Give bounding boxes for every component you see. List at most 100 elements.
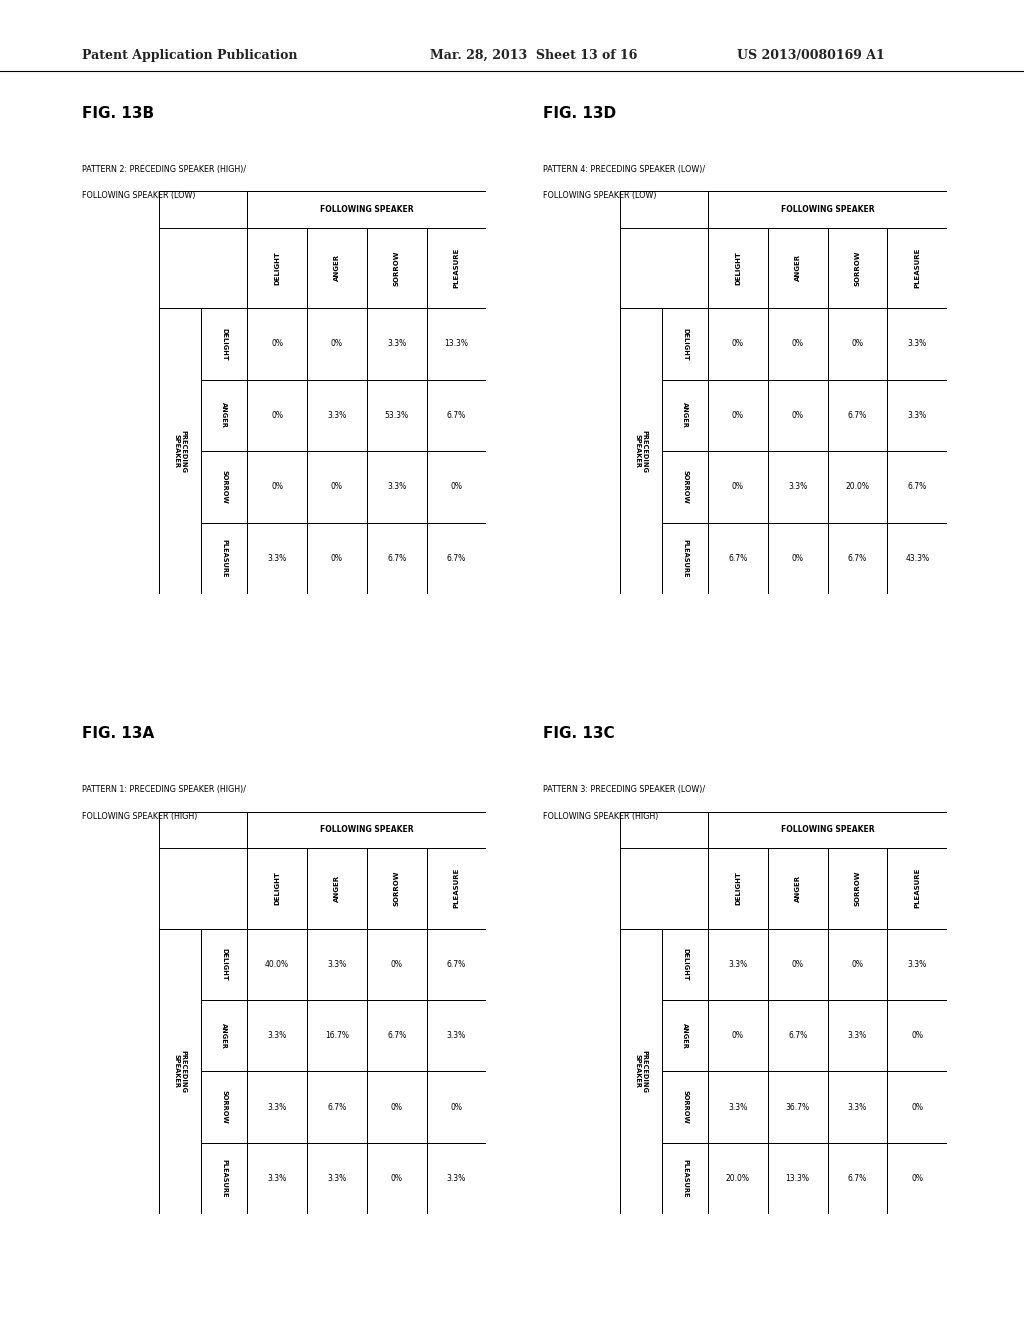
Text: 3.3%: 3.3%: [907, 411, 927, 420]
Text: FOLLOWING SPEAKER: FOLLOWING SPEAKER: [319, 825, 414, 834]
Bar: [307, 928, 367, 1001]
Bar: [663, 1001, 708, 1072]
Bar: [888, 451, 947, 523]
Bar: [708, 308, 768, 380]
Text: ANGER: ANGER: [682, 1023, 688, 1048]
Text: PLEASURE: PLEASURE: [221, 1159, 227, 1199]
Text: 0%: 0%: [732, 482, 743, 491]
Bar: [307, 227, 367, 308]
Bar: [202, 380, 247, 451]
Bar: [708, 1001, 768, 1072]
Text: ANGER: ANGER: [334, 875, 340, 902]
Bar: [202, 1143, 247, 1214]
Bar: [202, 1001, 247, 1072]
Bar: [827, 1143, 888, 1214]
Text: 0%: 0%: [271, 339, 283, 348]
Text: 3.3%: 3.3%: [446, 1031, 466, 1040]
Text: 0%: 0%: [732, 339, 743, 348]
Text: 0%: 0%: [331, 554, 343, 562]
Text: 0%: 0%: [331, 339, 343, 348]
Bar: [708, 380, 768, 451]
Text: 3.3%: 3.3%: [848, 1102, 867, 1111]
Bar: [202, 1072, 247, 1143]
Text: 0%: 0%: [852, 339, 863, 348]
Text: 3.3%: 3.3%: [387, 482, 407, 491]
Text: 6.7%: 6.7%: [446, 960, 466, 969]
Bar: [768, 451, 827, 523]
Bar: [427, 1143, 486, 1214]
Text: 3.3%: 3.3%: [328, 411, 346, 420]
Text: 3.3%: 3.3%: [328, 960, 346, 969]
Text: 0%: 0%: [271, 482, 283, 491]
Text: 3.3%: 3.3%: [907, 960, 927, 969]
Bar: [663, 451, 708, 523]
Bar: [888, 308, 947, 380]
Bar: [708, 227, 768, 308]
Text: 0%: 0%: [792, 960, 804, 969]
Text: FOLLOWING SPEAKER: FOLLOWING SPEAKER: [780, 825, 874, 834]
Bar: [888, 847, 947, 928]
Bar: [768, 227, 827, 308]
Text: 6.7%: 6.7%: [848, 554, 867, 562]
Bar: [202, 523, 247, 594]
Bar: [247, 812, 486, 847]
Text: 3.3%: 3.3%: [907, 339, 927, 348]
Text: 0%: 0%: [451, 482, 463, 491]
Text: 0%: 0%: [911, 1175, 924, 1183]
Text: 0%: 0%: [911, 1031, 924, 1040]
Text: PRECEDING
SPEAKER: PRECEDING SPEAKER: [634, 429, 647, 473]
Text: FIG. 13C: FIG. 13C: [543, 726, 614, 741]
Bar: [307, 1001, 367, 1072]
Text: 20.0%: 20.0%: [846, 482, 869, 491]
Bar: [427, 380, 486, 451]
Text: DELIGHT: DELIGHT: [274, 871, 281, 906]
Text: FIG. 13B: FIG. 13B: [82, 106, 154, 120]
Bar: [888, 928, 947, 1001]
Bar: [768, 928, 827, 1001]
Bar: [367, 380, 427, 451]
Text: 6.7%: 6.7%: [328, 1102, 346, 1111]
Bar: [247, 847, 307, 928]
Bar: [708, 847, 768, 928]
Text: FOLLOWING SPEAKER: FOLLOWING SPEAKER: [319, 205, 414, 214]
Text: 53.3%: 53.3%: [385, 411, 409, 420]
Text: 0%: 0%: [391, 960, 402, 969]
Text: 3.3%: 3.3%: [267, 1102, 287, 1111]
Text: SORROW: SORROW: [682, 1090, 688, 1125]
Bar: [367, 308, 427, 380]
Text: 3.3%: 3.3%: [267, 1175, 287, 1183]
Bar: [827, 847, 888, 928]
Bar: [367, 227, 427, 308]
Text: DELIGHT: DELIGHT: [274, 251, 281, 285]
Bar: [708, 191, 947, 227]
Text: FIG. 13D: FIG. 13D: [543, 106, 615, 120]
Text: 0%: 0%: [792, 554, 804, 562]
Bar: [427, 1001, 486, 1072]
Bar: [888, 1001, 947, 1072]
Text: 6.7%: 6.7%: [387, 1031, 407, 1040]
Bar: [202, 451, 247, 523]
Text: 6.7%: 6.7%: [907, 482, 927, 491]
Text: 6.7%: 6.7%: [728, 554, 748, 562]
Text: 6.7%: 6.7%: [848, 411, 867, 420]
Bar: [708, 523, 768, 594]
Bar: [768, 1072, 827, 1143]
Text: PLEASURE: PLEASURE: [914, 869, 921, 908]
Text: DELIGHT: DELIGHT: [682, 948, 688, 981]
Text: PATTERN 2: PRECEDING SPEAKER (HIGH)/: PATTERN 2: PRECEDING SPEAKER (HIGH)/: [82, 165, 246, 174]
Bar: [247, 523, 307, 594]
Text: PLEASURE: PLEASURE: [682, 539, 688, 578]
Text: PLEASURE: PLEASURE: [221, 539, 227, 578]
Bar: [768, 308, 827, 380]
Bar: [367, 928, 427, 1001]
Bar: [663, 308, 708, 380]
Text: SORROW: SORROW: [854, 871, 860, 906]
Text: DELIGHT: DELIGHT: [735, 251, 741, 285]
Bar: [247, 451, 307, 523]
Bar: [827, 380, 888, 451]
Text: FIG. 13A: FIG. 13A: [82, 726, 155, 741]
Bar: [888, 227, 947, 308]
Bar: [247, 380, 307, 451]
Text: ANGER: ANGER: [795, 255, 801, 281]
Bar: [427, 928, 486, 1001]
